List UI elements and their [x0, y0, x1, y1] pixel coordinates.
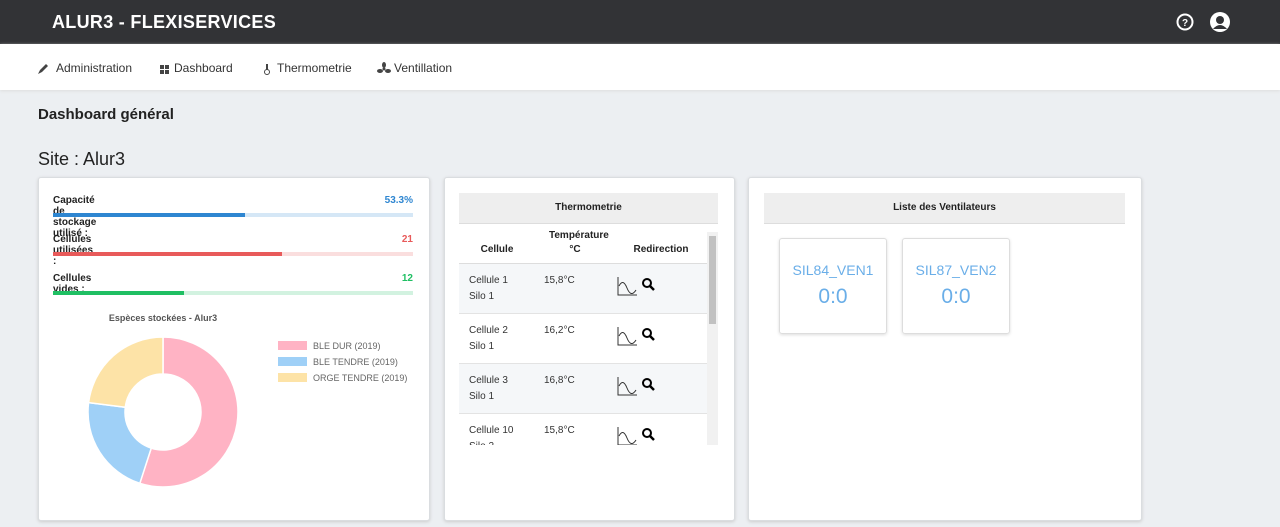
donut-chart: Espèces stockées - Alur3 BLE DUR (2019) B… — [87, 313, 407, 488]
nav-item[interactable]: Dashboard — [174, 61, 233, 75]
header-rule — [459, 263, 707, 264]
thermo-title: Thermometrie — [555, 202, 622, 213]
cell-name: Cellule 2 — [469, 325, 508, 336]
cell-name: Cellule 3 — [469, 375, 508, 386]
legend-swatch — [278, 373, 307, 382]
redirect-icons[interactable] — [617, 276, 661, 296]
redirect-icons[interactable] — [617, 376, 661, 396]
fan-name: SIL87_VEN2 — [915, 262, 997, 278]
table-row — [459, 414, 707, 445]
fan-card — [748, 177, 1142, 521]
nav-item[interactable]: Thermometrie — [277, 61, 352, 75]
table-row — [459, 314, 707, 364]
fan-header: Liste des Ventilateurs — [764, 193, 1125, 224]
bar-track — [53, 291, 413, 295]
legend-label: ORGE TENDRE (2019) — [313, 373, 407, 383]
redirect-icons[interactable] — [617, 326, 661, 346]
table-row — [459, 364, 707, 414]
nav-icons — [38, 62, 391, 75]
page-title: Dashboard général — [38, 106, 174, 123]
stock-card — [38, 177, 430, 521]
thermo-header: Thermometrie — [459, 193, 718, 224]
cell-silo: Silo 2 — [469, 441, 494, 445]
thermo-table: Cellule Température °C Redirection Cellule … — [459, 224, 707, 445]
fan-box — [779, 238, 887, 334]
donut-slice — [138, 336, 239, 488]
bar-fill — [53, 291, 184, 295]
cell-temp: 16,8°C — [544, 375, 575, 386]
stat-label: Capacité de stockage utilisé : — [53, 195, 97, 239]
cell-silo: Silo 1 — [469, 291, 495, 302]
stat-label: Cellules utilisées : — [53, 234, 94, 267]
column-header: Redirection — [633, 244, 689, 255]
cell-name: Cellule 10 — [469, 425, 514, 436]
chart-title: Espèces stockées - Alur3 — [109, 313, 217, 323]
nav-bar: Administration Dashboard Thermometrie Ve… — [0, 44, 1280, 90]
nav-item[interactable]: Ventillation — [394, 61, 453, 75]
fan-value: 0:0 — [818, 285, 848, 308]
stat-value: 12 — [401, 273, 413, 284]
cell-temp: 16,2°C — [544, 325, 575, 336]
redirect-icons[interactable] — [617, 426, 661, 445]
fan-title: Liste des Ventilateurs — [893, 202, 996, 213]
legend-label: BLE DUR (2019) — [313, 341, 381, 351]
fan-box — [902, 238, 1010, 334]
brand: ALUR3 - FLEXISERVICES — [52, 12, 277, 32]
svg-text:?: ? — [1182, 18, 1188, 29]
donut-slice — [87, 336, 164, 409]
donut-slice — [87, 401, 153, 485]
bar-fill — [53, 252, 283, 256]
stat-value: 53.3% — [384, 195, 413, 206]
bar-fill — [53, 213, 245, 217]
header-icons[interactable]: ? — [1176, 12, 1236, 34]
cell-name: Cellule 1 — [469, 275, 508, 286]
legend-swatch — [278, 357, 307, 366]
legend-swatch — [278, 341, 307, 350]
cell-temp: 15,8°C — [544, 275, 575, 286]
cell-silo: Silo 1 — [469, 341, 495, 352]
table-row — [459, 264, 707, 314]
fan-value: 0:0 — [941, 285, 971, 308]
stat-label: Cellules vides : — [53, 273, 92, 295]
cell-temp: 15,8°C — [544, 425, 575, 436]
fan-name: SIL84_VEN1 — [792, 262, 874, 278]
nav-item[interactable]: Administration — [56, 61, 133, 75]
stat-value: 21 — [401, 234, 413, 245]
legend-label: BLE TENDRE (2019) — [313, 357, 398, 367]
cell-silo: Silo 1 — [469, 391, 495, 402]
site-title: Site : Alur3 — [38, 149, 126, 169]
top-bar: ALUR3 - FLEXISERVICES ? — [0, 0, 1280, 44]
column-header: Cellule — [480, 244, 514, 255]
column-header: Température °C — [549, 230, 609, 255]
scrollbar[interactable] — [707, 232, 718, 445]
